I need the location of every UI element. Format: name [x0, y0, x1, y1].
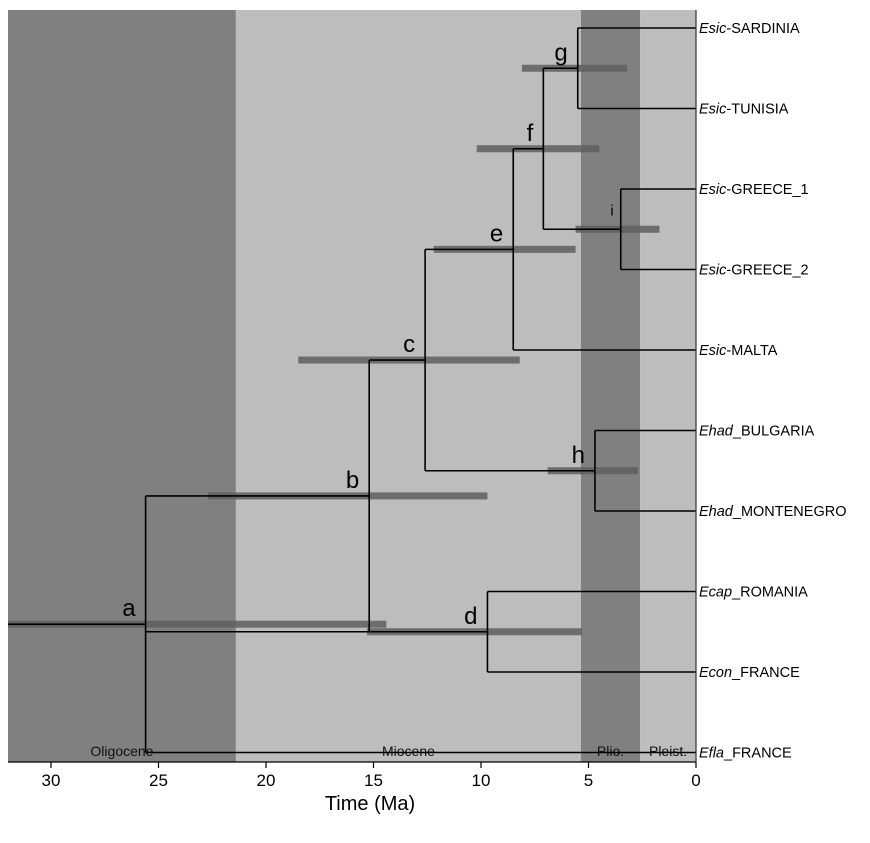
epoch-band	[580, 10, 641, 762]
tip-labels: Esic-SARDINIA Esic-TUNISIA Esic-GREECE_1 Es…	[699, 21, 846, 762]
tip-label: Esic-TUNISIA	[699, 102, 789, 118]
x-tick-label: 5	[584, 771, 593, 790]
x-axis: 30 25 20 15 10 5 0	[8, 10, 701, 790]
tip-label: Esic-SARDINIA	[699, 21, 800, 37]
node-label: c	[403, 331, 415, 358]
node-label: h	[572, 442, 585, 469]
tip-label: Ecap_ROMANIA	[699, 585, 808, 601]
node-label: b	[346, 467, 359, 494]
hpd-bar	[8, 620, 387, 628]
node-label: g	[554, 39, 567, 66]
x-tick-label: 0	[691, 771, 700, 790]
epoch-band	[8, 10, 236, 762]
epoch-label: Pleist.	[649, 743, 687, 759]
node-labels: a b c d e f g h i	[122, 39, 614, 630]
tip-label: Ehad_MONTENEGRO	[699, 504, 846, 520]
tip-label: Esic-GREECE_1	[699, 182, 809, 198]
tip-label: Econ_FRANCE	[699, 665, 800, 681]
x-tick-label: 25	[149, 771, 168, 790]
node-label: i	[610, 202, 613, 219]
node-label: f	[527, 120, 534, 147]
node-label: d	[464, 603, 477, 630]
tip-label: Esic-GREECE_2	[699, 263, 809, 279]
x-axis-label: Time (Ma)	[325, 793, 415, 815]
tip-label: Efla_FRANCE	[699, 746, 792, 762]
node-label: a	[122, 595, 136, 622]
node-label: e	[490, 220, 503, 247]
x-tick-label: 15	[364, 771, 383, 790]
epoch-bands: Oligocene Miocene Plio. Pleist.	[8, 10, 696, 762]
epoch-label: Plio.	[597, 743, 624, 759]
epoch-label: Miocene	[382, 743, 435, 759]
tip-label: Esic-MALTA	[699, 343, 778, 359]
x-tick-label: 20	[257, 771, 276, 790]
tree-branches	[8, 27, 696, 754]
epoch-label: Oligocene	[90, 743, 153, 759]
x-tick-label: 10	[472, 771, 491, 790]
x-tick-label: 30	[42, 771, 61, 790]
epoch-band	[640, 10, 696, 762]
epoch-band	[235, 10, 581, 762]
tip-label: Ehad_BULGARIA	[699, 424, 815, 440]
